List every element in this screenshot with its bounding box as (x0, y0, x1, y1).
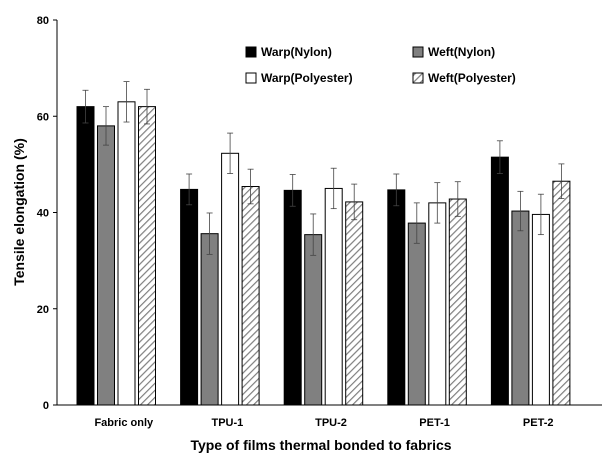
bar (138, 106, 156, 406)
bar (511, 210, 530, 406)
bar (387, 189, 406, 406)
legend: Warp(Nylon) Weft(Nylon) Warp(Polyester) Wef… (245, 45, 516, 85)
legend-label: Weft(Nylon) (428, 45, 495, 59)
bar (76, 106, 95, 406)
bar (552, 180, 571, 406)
y-tick-label: 20 (37, 304, 49, 316)
legend-label: Warp(Polyester) (261, 71, 353, 85)
legend-swatch (245, 46, 257, 58)
y-axis-title: Tensile elongation (%) (11, 138, 27, 286)
y-tick-label: 40 (37, 208, 49, 220)
x-tick-label: TPU-1 (212, 417, 244, 429)
x-tick-label: PET-1 (419, 417, 450, 429)
error-bars-layer (82, 81, 565, 256)
x-tick-label: PET-2 (523, 417, 554, 429)
bar (97, 125, 115, 406)
legend-label: Warp(Nylon) (261, 45, 332, 59)
bar (180, 188, 199, 406)
x-tick-label: Fabric only (94, 417, 154, 429)
bar (428, 202, 447, 406)
legend-swatch (412, 72, 424, 84)
legend-label: Weft(Polyester) (428, 71, 516, 85)
bar (490, 156, 509, 406)
x-axis-title: Type of films thermal bonded to fabrics (190, 437, 451, 453)
y-ticks: 0 20 40 60 80 (37, 15, 57, 412)
bar (345, 201, 364, 406)
bar (241, 186, 260, 406)
bar (448, 198, 467, 406)
bar (200, 233, 219, 406)
y-tick-label: 80 (37, 15, 49, 27)
bar (407, 222, 426, 406)
legend-swatch (412, 46, 424, 58)
bar (283, 189, 302, 406)
bar (324, 187, 343, 406)
bar (221, 152, 240, 406)
y-tick-label: 0 (43, 400, 49, 412)
legend-swatch (245, 72, 257, 84)
bar (304, 234, 323, 406)
bar (531, 213, 550, 406)
x-tick-labels: Fabric only TPU-1 TPU-2 PET-1 PET-2 (94, 417, 553, 429)
x-tick-label: TPU-2 (315, 417, 347, 429)
bars-layer (76, 101, 571, 406)
bar (117, 101, 136, 406)
y-tick-label: 60 (37, 111, 49, 123)
